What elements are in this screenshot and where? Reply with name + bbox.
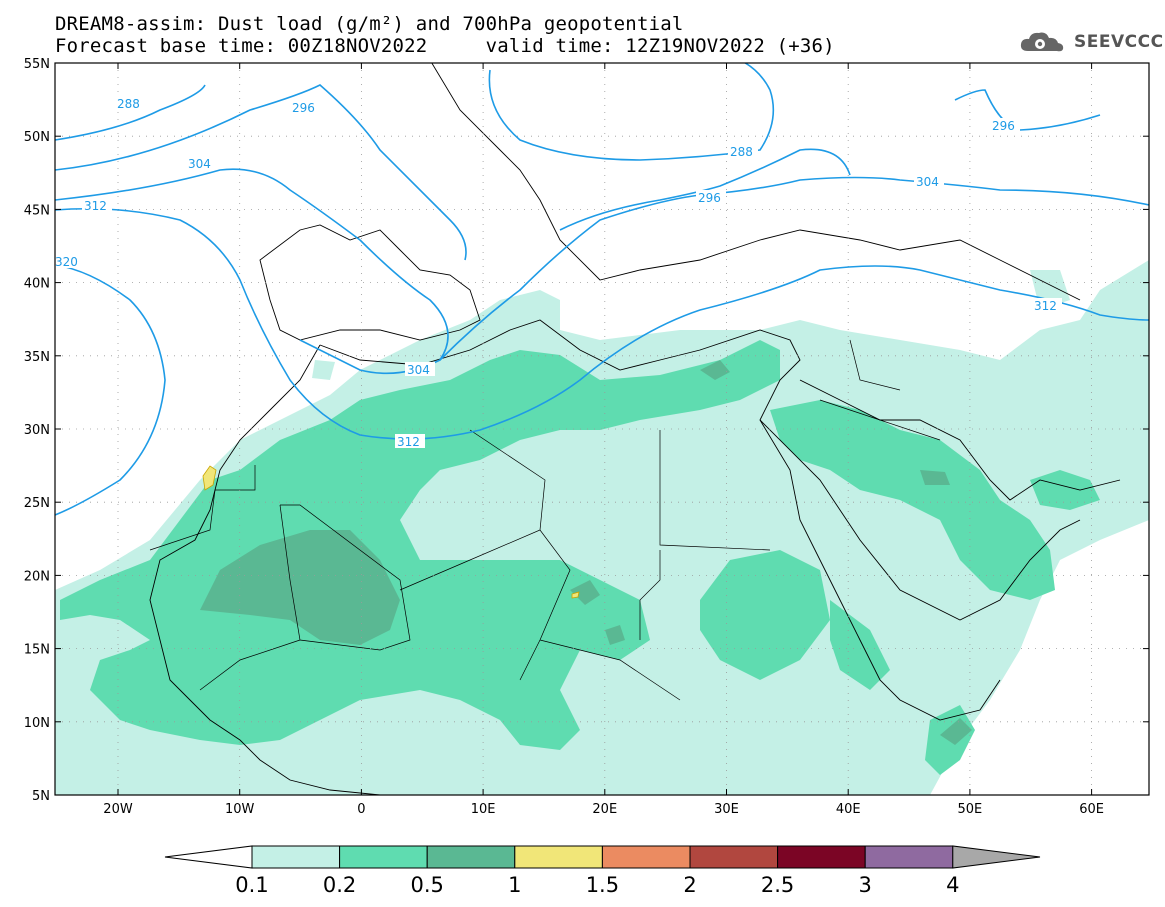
contour-labels: 288 296 304 312 320 304 312 288 296 304 … (55, 96, 1062, 449)
lon-label: 10E (471, 802, 496, 817)
axis-ticks (55, 62, 1149, 796)
colorbar-label: 2 (683, 873, 696, 897)
contour-label: 296 (990, 118, 1020, 133)
lon-label: 30E (714, 802, 739, 817)
lon-label: 60E (1079, 802, 1104, 817)
seevccc-logo: SEEVCCC (1018, 28, 1164, 56)
colorbar-segment (514, 845, 603, 869)
colorbar-label: 0.5 (410, 873, 443, 897)
contour-label: 312 (395, 434, 425, 449)
contour-label: 288 (115, 96, 145, 111)
colorbar-label: 0.1 (235, 873, 268, 897)
lat-label: 20N (24, 569, 50, 584)
map-title-line1: DREAM8-assim: Dust load (g/m²) and 700hP… (55, 13, 684, 35)
svg-text:312: 312 (1034, 299, 1057, 313)
svg-text:296: 296 (992, 119, 1015, 133)
contour-288-west (55, 84, 206, 141)
lat-label: 10N (24, 716, 50, 731)
svg-text:320: 320 (55, 255, 78, 269)
colorbar-segment (339, 845, 428, 869)
colorbar-label: 4 (946, 873, 959, 897)
colorbar-segment (251, 845, 341, 869)
colorbar-label: 0.2 (323, 873, 356, 897)
map-area: 288 296 304 312 320 304 312 288 296 304 … (55, 63, 1149, 795)
colorbar-high-extend (952, 845, 1041, 869)
lat-label: 55N (24, 57, 50, 72)
lat-label: 35N (24, 350, 50, 365)
contour-label: 304 (914, 174, 944, 189)
logo-text: SEEVCCC (1074, 32, 1164, 52)
svg-text:312: 312 (397, 435, 420, 449)
colorbar-segment (426, 845, 516, 869)
svg-text:288: 288 (730, 145, 753, 159)
lat-label: 45N (24, 203, 50, 218)
lat-lon-grid (55, 63, 1149, 795)
colorbar-label: 2.5 (761, 873, 794, 897)
colorbar-segment (864, 845, 954, 869)
colorbar-label: 1 (508, 873, 521, 897)
svg-text:288: 288 (117, 97, 140, 111)
lat-label: 50N (24, 130, 50, 145)
contour-296-mid (559, 148, 851, 231)
svg-text:312: 312 (84, 199, 107, 213)
contour-304-mid (439, 176, 1149, 361)
lat-label: 5N (32, 789, 50, 804)
contour-296-west (55, 84, 467, 261)
lon-label: 50E (958, 802, 983, 817)
colorbar-segment (777, 845, 866, 869)
dust-shading-dark (200, 360, 972, 745)
latitude-labels: 55N 50N 45N 40N 35N 30N 25N 20N 15N 10N 5N (24, 57, 50, 804)
svg-text:304: 304 (407, 363, 430, 377)
svg-text:296: 296 (698, 191, 721, 205)
contour-label: 320 (55, 254, 81, 269)
lat-label: 40N (24, 277, 50, 292)
coastlines (149, 63, 1121, 795)
longitude-labels: 20W 10W 0 10E 20E 30E 40E 50E 60E (103, 802, 1104, 817)
colorbar-label: 3 (859, 873, 872, 897)
colorbar-segment (689, 845, 779, 869)
svg-text:296: 296 (292, 101, 315, 115)
contour-label: 304 (405, 362, 435, 377)
cloud-gear-icon (1020, 32, 1064, 52)
lon-label: 20W (103, 802, 133, 817)
contour-320 (55, 264, 166, 516)
colorbar: 0.1 0.2 0.5 1 1.5 2 2.5 3 4 (164, 845, 1041, 897)
contour-label: 304 (186, 156, 216, 171)
colorbar-low-extend (164, 845, 253, 869)
lon-label: 40E (836, 802, 861, 817)
dust-shading-yellow (202, 465, 580, 599)
contour-label: 312 (1032, 298, 1062, 313)
map-title-line2: Forecast base time: 00Z18NOV2022 valid t… (55, 35, 835, 57)
lon-label: 0 (357, 802, 365, 817)
lon-label: 10W (225, 802, 255, 817)
country-borders (149, 339, 941, 701)
contour-288-east (488, 63, 775, 161)
contour-312-west (55, 207, 1149, 440)
colorbar-segment (601, 845, 691, 869)
contour-label: 296 (696, 190, 726, 205)
colorbar-label: 1.5 (586, 873, 619, 897)
geopotential-contours (55, 63, 1149, 516)
dust-shading-medium (60, 340, 1100, 775)
svg-text:304: 304 (916, 175, 939, 189)
contour-label: 296 (290, 100, 320, 115)
lat-label: 30N (24, 423, 50, 438)
svg-text:304: 304 (188, 157, 211, 171)
contour-label: 312 (82, 198, 112, 213)
lat-label: 25N (24, 496, 50, 511)
lon-label: 20E (592, 802, 617, 817)
lat-label: 15N (24, 643, 50, 658)
contour-304-west (55, 168, 449, 375)
contour-label: 288 (728, 144, 758, 159)
